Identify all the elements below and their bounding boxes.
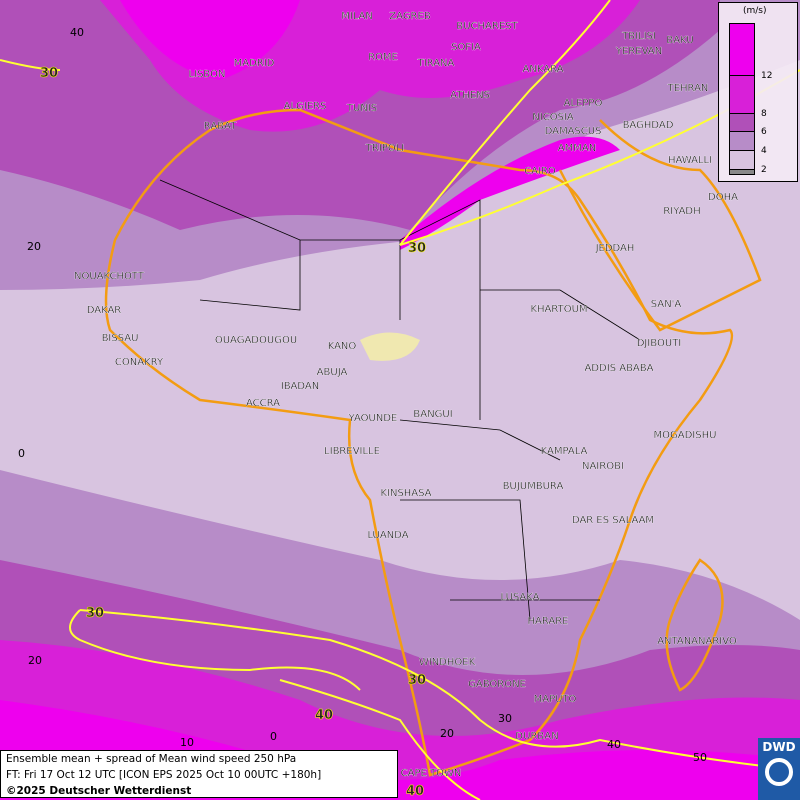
legend-tick: 6 [761, 127, 767, 137]
grid-labels: 40 20 0 20 10 0 20 30 40 50 [18, 26, 707, 764]
city-labels: MILAN ZAGREB BUCHAREST TBILISI BAKU MADRID ROM… [74, 11, 738, 779]
svg-text:0: 0 [270, 730, 277, 743]
city-label: YEREVAN [615, 46, 662, 57]
city-label: CONAKRY [115, 357, 164, 368]
city-label: BUJUMBURA [503, 481, 564, 492]
color-legend: (m/s) 12 8 6 4 2 [718, 2, 798, 182]
city-label: TBILISI [621, 31, 656, 42]
svg-text:40: 40 [70, 26, 84, 39]
svg-text:30: 30 [86, 606, 104, 621]
city-label: LISBON [189, 69, 226, 80]
city-label: BAKU [666, 35, 693, 46]
city-label: ROME [368, 52, 398, 63]
city-label: MILAN [341, 11, 373, 22]
svg-text:30: 30 [408, 673, 426, 688]
city-label: TRIPOLI [365, 143, 404, 154]
city-label: TUNIS [346, 103, 377, 114]
city-label: CAIRO [524, 166, 556, 177]
city-label: ALEPPO [564, 98, 603, 109]
city-label: OUAGADOUGOU [215, 335, 297, 346]
city-label: LUANDA [367, 530, 408, 541]
contour-labels: 30 30 30 30 40 40 [40, 66, 427, 800]
coastlines [104, 108, 762, 777]
svg-text:40: 40 [406, 784, 424, 799]
svg-text:50: 50 [693, 751, 707, 764]
city-label: DAR ES SALAAM [572, 515, 654, 526]
dwd-logo: DWD [758, 738, 800, 800]
city-label: WINDHOEK [419, 657, 476, 668]
city-label: JEDDAH [595, 243, 635, 254]
legend-tick: 2 [761, 165, 767, 175]
legend-tick: 12 [761, 71, 773, 81]
city-label: TEHRAN [667, 83, 709, 94]
city-label: DJIBOUTI [637, 338, 682, 349]
city-label: LIBREVILLE [324, 446, 380, 457]
city-label: CAPE TOWN [401, 768, 462, 779]
city-label: SAN'A [651, 299, 682, 310]
legend-unit: (m/s) [743, 6, 767, 16]
city-label: ADDIS ABABA [585, 363, 654, 374]
svg-text:30: 30 [408, 241, 426, 256]
city-label: MADRID [234, 58, 275, 69]
svg-text:40: 40 [315, 708, 333, 723]
city-label: ANKARA [523, 64, 564, 75]
city-label: KHARTOUM [530, 304, 587, 315]
city-label: HARARE [527, 616, 568, 627]
info-box: Ensemble mean + spread of Mean wind spee… [0, 750, 398, 798]
city-label: KINSHASA [380, 488, 431, 499]
city-label: MOGADISHU [654, 430, 717, 441]
city-label: KANO [328, 341, 357, 352]
city-label: ACCRA [246, 398, 280, 409]
copyright: ©2025 Deutscher Wetterdienst [6, 785, 192, 797]
city-label: ANTANANARIVO [657, 636, 737, 647]
svg-text:20: 20 [440, 727, 454, 740]
city-label: DURBAN [515, 731, 558, 742]
city-label: IBADAN [281, 381, 320, 392]
city-label: GABORONE [468, 679, 526, 690]
svg-text:30: 30 [40, 66, 58, 81]
city-label: DAMASCUS [545, 126, 602, 137]
svg-text:30: 30 [498, 712, 512, 725]
city-label: NOUAKCHOTT [74, 271, 145, 282]
city-label: LUSAKA [501, 592, 540, 603]
swirl-icon [765, 758, 793, 786]
city-label: ATHENS [450, 90, 490, 101]
city-label: BUCHAREST [456, 21, 518, 32]
svg-text:20: 20 [28, 654, 42, 667]
city-label: BANGUI [413, 409, 452, 420]
city-label: NICOSIA [532, 112, 574, 123]
city-label: BAGHDAD [623, 120, 674, 131]
svg-text:10: 10 [180, 736, 194, 749]
city-label: HAWALLI [668, 155, 712, 166]
legend-colorbar [729, 23, 755, 175]
forecast-time: FT: Fri 17 Oct 12 UTC [ICON EPS 2025 Oct… [6, 769, 322, 781]
country-borders [159, 179, 641, 621]
city-label: DAKAR [87, 305, 122, 316]
city-label: YAOUNDE [348, 413, 398, 424]
city-label: MAPUTO [534, 694, 577, 705]
city-label: KAMPALA [541, 446, 588, 457]
legend-tick: 4 [761, 146, 767, 156]
city-label: ABUJA [317, 367, 348, 378]
svg-text:40: 40 [607, 738, 621, 751]
city-label: TIRANA [417, 58, 455, 69]
legend-tick: 8 [761, 109, 767, 119]
svg-text:20: 20 [27, 240, 41, 253]
product-title: Ensemble mean + spread of Mean wind spee… [6, 753, 297, 765]
city-label: ALGIERS [284, 101, 327, 112]
svg-text:0: 0 [18, 447, 25, 460]
city-label: NAIROBI [582, 461, 624, 472]
city-label: AMMAN [558, 143, 596, 154]
city-label: BISSAU [102, 333, 139, 344]
city-label: SOFIA [451, 42, 481, 53]
city-label: DOHA [708, 192, 738, 203]
city-label: RABAT [204, 121, 237, 132]
city-label: ZAGREB [389, 11, 431, 22]
city-label: RIYADH [663, 206, 700, 217]
